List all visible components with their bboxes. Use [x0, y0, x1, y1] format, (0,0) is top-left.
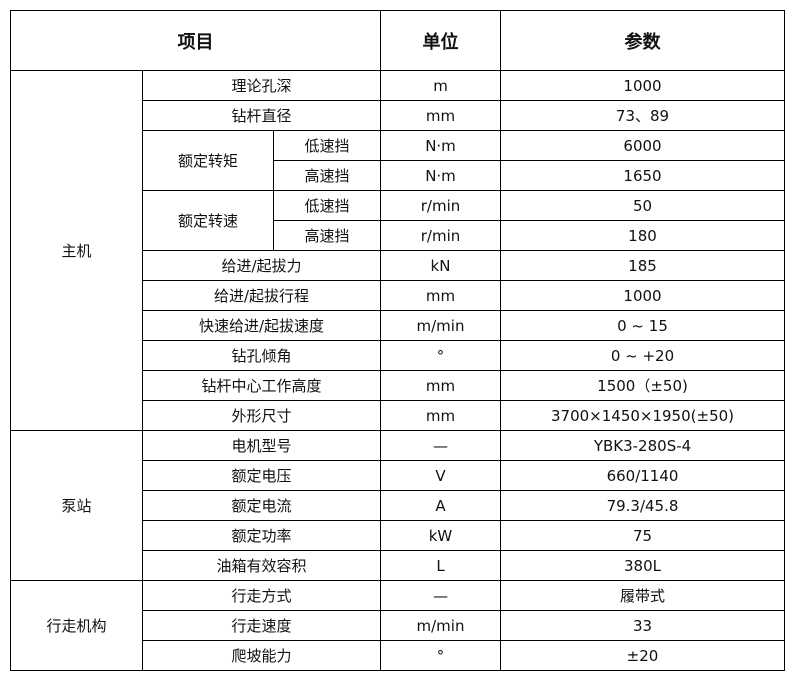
item-cell: 电机型号: [142, 430, 381, 461]
item-cell: 钻孔倾角: [142, 340, 381, 371]
unit-cell: r/min: [380, 190, 501, 221]
value-cell: 180: [500, 220, 785, 251]
value-cell: 3700×1450×1950(±50): [500, 400, 785, 431]
group-cell: 泵站: [10, 430, 143, 581]
item-cell: 额定电压: [142, 460, 381, 491]
table-row: 高速挡 r/min 180: [11, 220, 785, 251]
item-cell: 额定电流: [142, 490, 381, 521]
table-row: 钻孔倾角 ° 0 ~ +20: [11, 340, 785, 371]
value-cell: 185: [500, 250, 785, 281]
item-cell: 额定功率: [142, 520, 381, 551]
unit-cell: m/min: [380, 610, 501, 641]
item-cell: 行走速度: [142, 610, 381, 641]
value-cell: 6000: [500, 130, 785, 161]
value-cell: 履带式: [500, 580, 785, 611]
sub-item-cell: 低速挡: [273, 190, 381, 221]
item-cell: 爬坡能力: [142, 640, 381, 671]
table-row: 主机 理论孔深 m 1000: [10, 70, 785, 431]
table-row: 行走速度 m/min 33: [11, 610, 785, 641]
value-cell: 75: [500, 520, 785, 551]
item-cell: 额定转矩: [142, 130, 274, 191]
item-cell: 快速给进/起拔速度: [142, 310, 381, 341]
unit-cell: mm: [380, 400, 501, 431]
item-cell: 行走方式: [142, 580, 381, 611]
item-cell: 给进/起拔力: [142, 250, 381, 281]
table-row: 钻杆直径 mm 73、89: [11, 100, 785, 131]
value-cell: 33: [500, 610, 785, 641]
unit-cell: —: [380, 430, 501, 461]
item-cell: 钻杆直径: [142, 100, 381, 131]
table-row: 给进/起拔行程 mm 1000: [11, 280, 785, 311]
group-cell: 主机: [10, 70, 143, 431]
table-row: 额定电压 V 660/1140: [11, 460, 785, 491]
spec-table: 项目 单位 参数 主机 理论孔深 m 1000 钻杆直径 mm 73、89 额定转矩 低速挡 N·…: [10, 10, 785, 671]
item-cell: 钻杆中心工作高度: [142, 370, 381, 401]
table-row: 额定转矩 低速挡 N·m 6000: [11, 130, 785, 191]
item-cell: 给进/起拔行程: [142, 280, 381, 311]
unit-cell: N·m: [380, 160, 501, 191]
unit-cell: kN: [380, 250, 501, 281]
unit-cell: L: [380, 550, 501, 581]
sub-item-cell: 高速挡: [273, 160, 381, 191]
value-cell: 1000: [500, 280, 785, 311]
unit-cell: A: [380, 490, 501, 521]
table-row: 行走机构 行走方式 — 履带式: [10, 580, 785, 671]
table-row: 高速挡 N·m 1650: [11, 160, 785, 191]
value-cell: 1500（±50): [500, 370, 785, 401]
unit-cell: °: [380, 640, 501, 671]
value-cell: 1650: [500, 160, 785, 191]
table-row: 额定转速 低速挡 r/min 50: [11, 190, 785, 251]
value-cell: 73、89: [500, 100, 785, 131]
unit-cell: V: [380, 460, 501, 491]
unit-cell: mm: [380, 370, 501, 401]
table-row: 泵站 电机型号 — YBK3-280S-4: [10, 430, 785, 581]
unit-cell: r/min: [380, 220, 501, 251]
item-cell: 额定转速: [142, 190, 274, 251]
unit-cell: m: [380, 70, 501, 101]
table-row: 额定功率 kW 75: [11, 520, 785, 551]
value-cell: 660/1140: [500, 460, 785, 491]
value-cell: ±20: [500, 640, 785, 671]
value-cell: 1000: [500, 70, 785, 101]
table-row: 快速给进/起拔速度 m/min 0 ~ 15: [11, 310, 785, 341]
header-row: 项目 单位 参数: [10, 10, 785, 71]
group-cell: 行走机构: [10, 580, 143, 671]
header-unit: 单位: [380, 10, 501, 71]
unit-cell: N·m: [380, 130, 501, 161]
value-cell: 79.3/45.8: [500, 490, 785, 521]
value-cell: 50: [500, 190, 785, 221]
sub-item-cell: 高速挡: [273, 220, 381, 251]
unit-cell: °: [380, 340, 501, 371]
unit-cell: mm: [380, 100, 501, 131]
table-row: 额定电流 A 79.3/45.8: [11, 490, 785, 521]
value-cell: YBK3-280S-4: [500, 430, 785, 461]
unit-cell: kW: [380, 520, 501, 551]
unit-cell: m/min: [380, 310, 501, 341]
unit-cell: —: [380, 580, 501, 611]
item-cell: 油箱有效容积: [142, 550, 381, 581]
item-cell: 外形尺寸: [142, 400, 381, 431]
unit-cell: mm: [380, 280, 501, 311]
sub-item-cell: 低速挡: [273, 130, 381, 161]
value-cell: 0 ~ +20: [500, 340, 785, 371]
header-param: 参数: [500, 10, 785, 71]
table-row: 给进/起拔力 kN 185: [11, 250, 785, 281]
table-row: 钻杆中心工作高度 mm 1500（±50): [11, 370, 785, 401]
item-cell: 理论孔深: [142, 70, 381, 101]
table-row: 爬坡能力 ° ±20: [11, 640, 785, 671]
value-cell: 380L: [500, 550, 785, 581]
value-cell: 0 ~ 15: [500, 310, 785, 341]
header-item: 项目: [10, 10, 381, 71]
